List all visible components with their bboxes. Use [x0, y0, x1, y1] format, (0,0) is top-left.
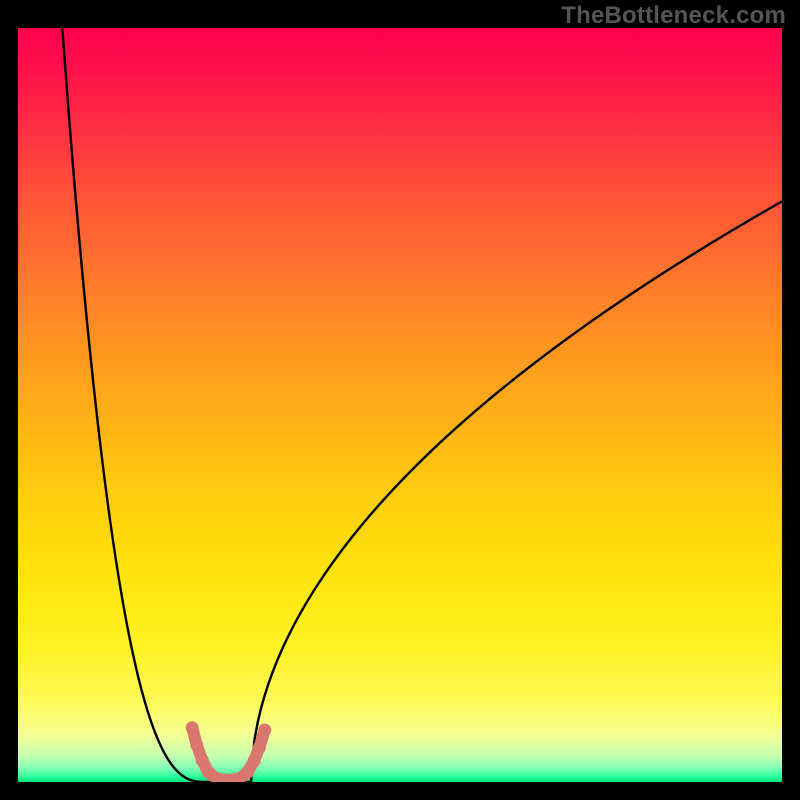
watermark-text: TheBottleneck.com — [561, 2, 786, 30]
chart-container: TheBottleneck.com — [0, 0, 800, 800]
marker-dot — [258, 723, 271, 736]
marker-dot — [248, 754, 261, 767]
marker-dot — [241, 766, 254, 779]
gradient-background — [18, 28, 782, 782]
plot-svg — [18, 28, 782, 782]
plot-area — [18, 28, 782, 782]
marker-dot — [186, 721, 199, 734]
marker-dot — [190, 739, 203, 752]
marker-dot — [196, 754, 209, 767]
marker-dot — [253, 741, 266, 754]
